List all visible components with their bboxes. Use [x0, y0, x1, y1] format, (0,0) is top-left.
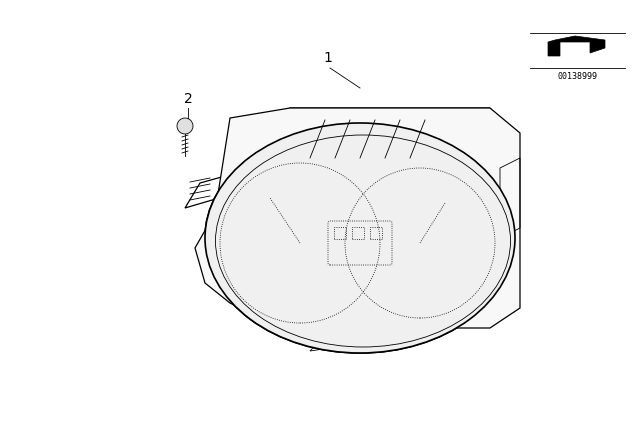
Text: 1: 1: [324, 51, 332, 65]
Polygon shape: [548, 36, 605, 56]
Bar: [352, 227, 364, 239]
Ellipse shape: [205, 123, 515, 353]
Bar: [334, 227, 346, 239]
Text: 00138999: 00138999: [558, 72, 598, 81]
Circle shape: [177, 118, 193, 134]
Polygon shape: [195, 108, 520, 328]
Text: 2: 2: [184, 92, 193, 106]
Bar: [370, 227, 382, 239]
